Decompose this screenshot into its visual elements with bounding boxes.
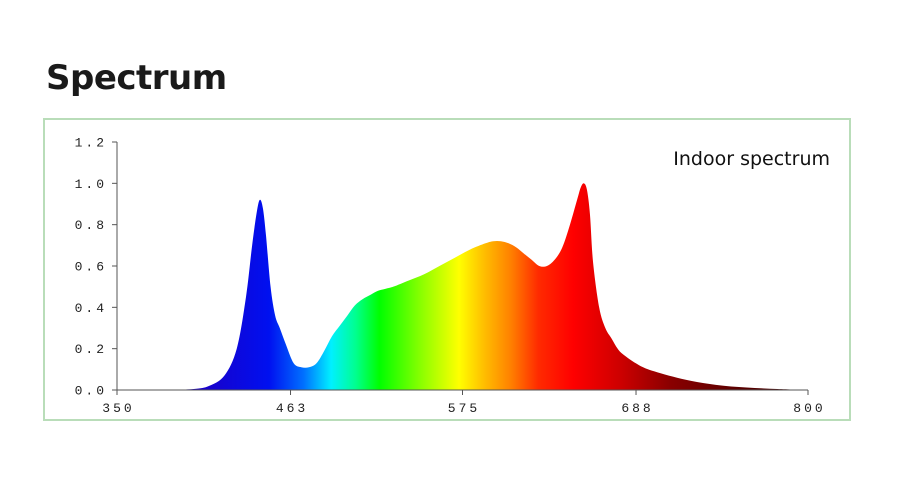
x-tick-label: 350 bbox=[102, 401, 134, 416]
y-tick-label: 0.4 bbox=[75, 301, 107, 316]
y-tick-label: 0.8 bbox=[75, 218, 107, 233]
chart-annotation: Indoor spectrum bbox=[673, 148, 830, 170]
spectrum-area bbox=[117, 183, 808, 390]
x-tick-label: 688 bbox=[621, 401, 653, 416]
tick-labels: 0.0 0.2 0.4 0.6 0.8 1.0 1.2 350 463 575 688 800 bbox=[75, 136, 825, 417]
y-tick-label: 0.0 bbox=[75, 384, 107, 399]
page-title: Spectrum bbox=[46, 58, 227, 98]
x-tick-label: 575 bbox=[448, 401, 480, 416]
y-tick-label: 1.0 bbox=[75, 177, 107, 192]
chart-frame: 0.0 0.2 0.4 0.6 0.8 1.0 1.2 350 463 575 688 800 Ind… bbox=[43, 118, 851, 421]
x-tick-label: 800 bbox=[793, 401, 825, 416]
y-tick-label: 0.2 bbox=[75, 342, 107, 357]
axes bbox=[112, 141, 809, 395]
x-tick-label: 463 bbox=[276, 401, 308, 416]
y-tick-label: 0.6 bbox=[75, 260, 107, 275]
y-tick-label: 1.2 bbox=[75, 136, 107, 151]
spectrum-chart: 0.0 0.2 0.4 0.6 0.8 1.0 1.2 350 463 575 688 800 Ind… bbox=[75, 136, 830, 417]
